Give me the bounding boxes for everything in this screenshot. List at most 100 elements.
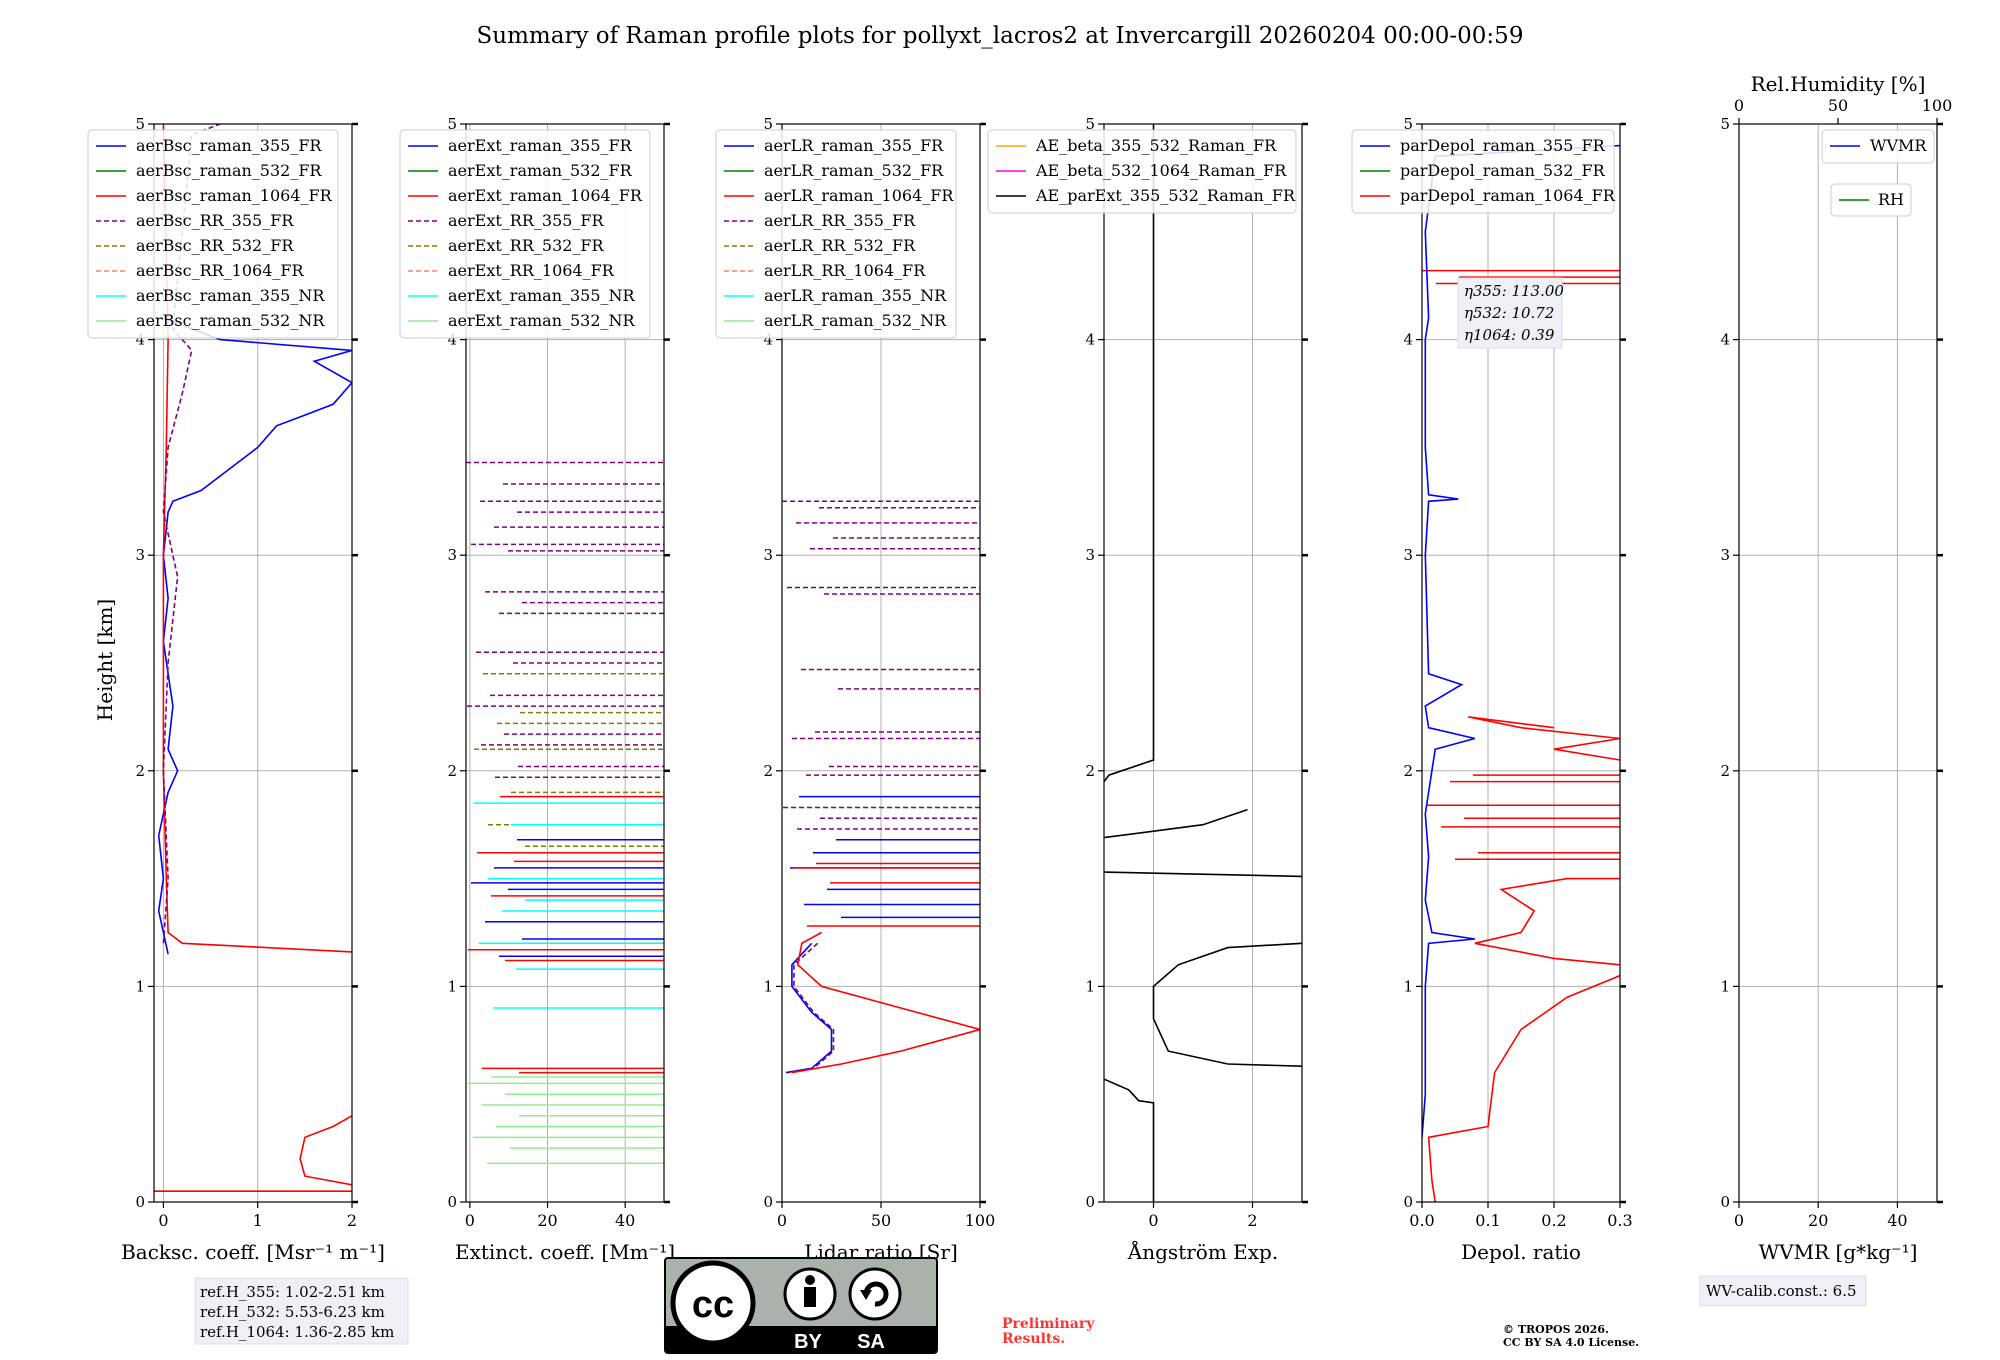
preliminary-line2: Results. xyxy=(1002,1331,1065,1347)
ytick-label-4: 4 xyxy=(1403,331,1413,349)
ytick-label-0: 0 xyxy=(135,1193,145,1211)
axes-frame-ext xyxy=(465,123,665,1203)
axes-frame-ae xyxy=(1103,123,1303,1203)
series-aerLR_raman_355_FR xyxy=(785,942,833,1074)
xtick-label-1: 20 xyxy=(537,1211,557,1230)
legend-entry-2: aerBsc_raman_1064_FR xyxy=(136,186,333,205)
xtick-label-0: 0 xyxy=(465,1211,475,1230)
x-axis-label-depol: Depol. ratio xyxy=(1461,1240,1581,1264)
ytick-label-3: 3 xyxy=(763,546,773,564)
ytick-label-2: 2 xyxy=(1085,762,1095,780)
ref-height-box-bg xyxy=(194,1277,409,1345)
eta-0: η355: 113.00 xyxy=(1464,282,1564,300)
ytick-label-4: 4 xyxy=(1720,331,1730,349)
series-parDepol_raman_355_FR xyxy=(1422,144,1620,1138)
ytick-label-3: 3 xyxy=(135,546,145,564)
legend-entry-0: AE_beta_355_532_Raman_FR xyxy=(1035,136,1277,155)
legend-box-ext xyxy=(399,129,651,339)
eta-box xyxy=(1457,277,1563,349)
legend-entry-1: AE_beta_532_1064_Raman_FR xyxy=(1035,161,1287,180)
cc-icon xyxy=(670,1260,756,1346)
copyright-line1: © TROPOS 2026. xyxy=(1503,1323,1609,1336)
sa-label: SA xyxy=(857,1331,885,1353)
ytick-label-5: 5 xyxy=(1720,115,1730,133)
legend-entry-0: aerBsc_raman_355_FR xyxy=(136,136,322,155)
plot-area-lr xyxy=(782,500,980,1074)
xtick-label-0: 0 xyxy=(1734,1211,1744,1230)
legend-entry-0: aerLR_raman_355_FR xyxy=(764,136,944,155)
by-label: BY xyxy=(794,1331,822,1353)
series-AE_parExt_355_532_Raman_FR_c xyxy=(1104,871,1302,878)
legend-entry-4: aerExt_RR_532_FR xyxy=(448,236,605,255)
legend-entry-3: aerExt_RR_355_FR xyxy=(448,211,605,230)
legend-box-bsc xyxy=(87,129,339,339)
xtick-label-2: 0.2 xyxy=(1541,1211,1566,1230)
ytick-label-5: 5 xyxy=(135,115,145,133)
axes-frame-wv xyxy=(1738,123,1938,1203)
panel-depol: 0 1 2 3 4 5 0.0 0.1 0.2 0.3 Depol. ratio parDepol_r… xyxy=(1351,115,1633,1264)
ytick-label-2: 2 xyxy=(1403,762,1413,780)
cc-glyph: cc xyxy=(692,1284,734,1326)
x-axis-label-wv: WVMR [g*kg⁻¹] xyxy=(1759,1240,1918,1264)
wv-calib-text: WV-calib.const.: 6.5 xyxy=(1706,1282,1857,1300)
ytick-label-3: 3 xyxy=(447,546,457,564)
ytick-label-1: 1 xyxy=(1403,977,1413,995)
ytick-label-4: 4 xyxy=(447,331,457,349)
legend-entry-0: parDepol_raman_355_FR xyxy=(1400,136,1606,155)
ytick-label-1: 1 xyxy=(1085,977,1095,995)
legend-box-depol xyxy=(1351,129,1615,214)
x-axis-label-bsc: Backsc. coeff. [Msr⁻¹ m⁻¹] xyxy=(121,1240,385,1264)
legend-entry-4: aerLR_RR_532_FR xyxy=(764,236,916,255)
ytick-label-4: 4 xyxy=(763,331,773,349)
legend-entry-1: parDepol_raman_532_FR xyxy=(1400,161,1606,180)
panel-ext: 0 1 2 3 4 5 0 20 40 Extinct. coeff. [Mm⁻¹] aerExt_… xyxy=(399,115,675,1264)
series-aerBsc_raman_1064_FR_low xyxy=(299,1115,352,1186)
top-x-axis-label: Rel.Humidity [%] xyxy=(1751,72,1926,96)
xtick-label-2: 40 xyxy=(1887,1211,1907,1230)
legend-entry-7: aerBsc_raman_532_NR xyxy=(136,311,325,330)
legend-entry-2: parDepol_raman_1064_FR xyxy=(1400,186,1616,205)
ytick-label-2: 2 xyxy=(135,762,145,780)
legend-entry-4: aerBsc_RR_532_FR xyxy=(136,236,294,255)
legend-entry-3: aerBsc_RR_355_FR xyxy=(136,211,294,230)
x-axis-label-ae: Ångström Exp. xyxy=(1127,1239,1278,1264)
ytick-label-1: 1 xyxy=(135,977,145,995)
ytick-label-3: 3 xyxy=(1720,546,1730,564)
ytick-label-0: 0 xyxy=(1403,1193,1413,1211)
ref-h-532: ref.H_532: 5.53-6.23 km xyxy=(200,1303,385,1321)
xtick-label-1: 1 xyxy=(253,1211,263,1230)
ref-height-box: ref.H_355: 1.02-2.51 km ref.H_532: 5.53-… xyxy=(194,1277,409,1345)
series-parDepol_raman_1064_FR xyxy=(1427,974,1620,1202)
legend-entry-5: aerExt_RR_1064_FR xyxy=(448,261,615,280)
xtick-label-2: 100 xyxy=(965,1211,996,1230)
x-axis-label-ext: Extinct. coeff. [Mm⁻¹] xyxy=(455,1240,675,1264)
legend-entry-2: AE_parExt_355_532_Raman_FR xyxy=(1035,186,1296,205)
ytick-label-5: 5 xyxy=(763,115,773,133)
xtick-label-3: 0.3 xyxy=(1607,1211,1632,1230)
ytick-label-1: 1 xyxy=(763,977,773,995)
copyright-line2: CC BY SA 4.0 License. xyxy=(1503,1336,1639,1349)
legend-entry-3: aerLR_RR_355_FR xyxy=(764,211,916,230)
xtick-label-0: 0 xyxy=(777,1211,787,1230)
series-AE_parExt_355_532_Raman_FR_d xyxy=(1152,942,1302,1067)
ytick-label-0: 0 xyxy=(1720,1193,1730,1211)
sa-sharealike-icon xyxy=(848,1267,902,1321)
ref-h-1064: ref.H_1064: 1.36-2.85 km xyxy=(200,1323,394,1341)
series-AE_parExt_355_532_Raman_FR_e xyxy=(1104,1078,1155,1202)
ytick-label-0: 0 xyxy=(447,1193,457,1211)
ytick-label-5: 5 xyxy=(1085,115,1095,133)
panel-bsc: 0 1 2 3 4 5 0 1 2 Backsc. coeff. [Msr⁻¹ m⁻¹] aerBs… xyxy=(87,115,385,1264)
legend-entry-5: aerBsc_RR_1064_FR xyxy=(136,261,305,280)
ytick-label-2: 2 xyxy=(763,762,773,780)
ytick-label-5: 5 xyxy=(447,115,457,133)
legend2-box xyxy=(1830,183,1912,217)
plot-area-ae xyxy=(1104,124,1302,1202)
xtick-label-1: 20 xyxy=(1808,1211,1828,1230)
ytick-label-5: 5 xyxy=(1403,115,1413,133)
ytick-label-1: 1 xyxy=(447,977,457,995)
legend-entry-0: aerExt_raman_355_FR xyxy=(448,136,633,155)
figure-title: Summary of Raman profile plots for polly… xyxy=(477,23,1524,49)
series-parDepol_raman_1064_FR_b xyxy=(1474,877,1620,966)
series-AE_parExt_355_532_Raman_FR_b xyxy=(1104,808,1248,839)
